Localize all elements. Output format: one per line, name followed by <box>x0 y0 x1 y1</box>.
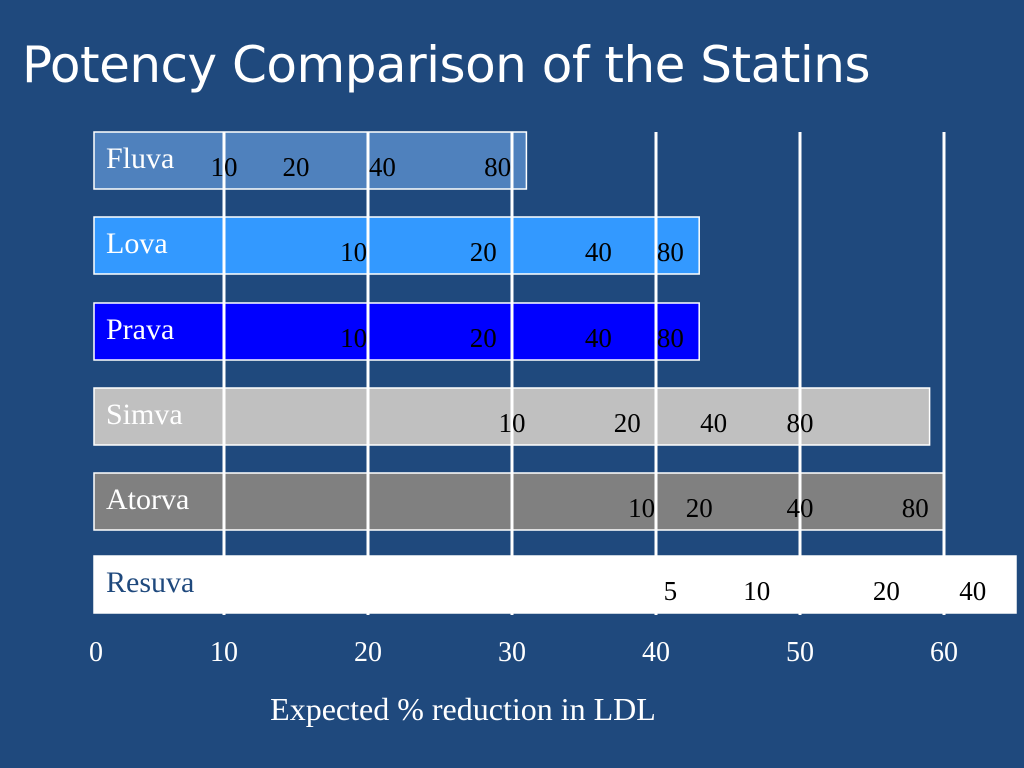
bars-layer <box>93 131 1017 614</box>
dose-label-atorva-40: 40 <box>787 493 814 523</box>
bar-resuva <box>93 555 1017 614</box>
dose-label-prava-10: 10 <box>340 323 367 353</box>
dose-label-fluva-40: 40 <box>369 152 396 182</box>
dose-label-resuva-40: 40 <box>959 576 986 606</box>
bar-fluva <box>93 131 528 190</box>
dose-label-lova-20: 20 <box>470 237 497 267</box>
dose-label-fluva-10: 10 <box>211 152 238 182</box>
dose-label-resuva-5: 5 <box>664 576 678 606</box>
dose-label-simva-80: 80 <box>787 408 814 438</box>
bar-label-atorva: Atorva <box>106 483 189 516</box>
dose-label-lova-10: 10 <box>340 237 367 267</box>
dose-label-fluva-20: 20 <box>283 152 310 182</box>
x-axis: 0 10 20 30 40 50 60 <box>89 637 958 668</box>
bar-label-simva: Simva <box>106 398 183 431</box>
page-title: Potency Comparison of the Statins <box>22 36 871 94</box>
x-tick-50: 50 <box>786 637 814 668</box>
gridlines-layer <box>222 132 946 615</box>
bar-prava <box>93 302 700 361</box>
bar-lova <box>93 216 700 275</box>
bar-atorva <box>93 472 945 531</box>
x-tick-30: 30 <box>498 637 526 668</box>
dose-label-prava-40: 40 <box>585 323 612 353</box>
bar-label-resuva: Resuva <box>106 566 194 599</box>
x-tick-0: 0 <box>89 637 103 668</box>
dose-label-lova-40: 40 <box>585 237 612 267</box>
x-tick-10: 10 <box>210 637 238 668</box>
bar-label-prava: Prava <box>106 313 174 346</box>
dose-label-simva-40: 40 <box>700 408 727 438</box>
dose-label-prava-80: 80 <box>657 323 684 353</box>
x-tick-60: 60 <box>930 637 958 668</box>
dose-label-atorva-10: 10 <box>628 493 655 523</box>
x-tick-40: 40 <box>642 637 670 668</box>
x-axis-label: Expected % reduction in LDL <box>270 691 656 727</box>
dose-label-simva-20: 20 <box>614 408 641 438</box>
bar-label-fluva: Fluva <box>106 142 174 175</box>
dose-label-fluva-80: 80 <box>484 152 511 182</box>
bar-label-lova: Lova <box>106 227 168 260</box>
dose-label-prava-20: 20 <box>470 323 497 353</box>
labels-layer: Fluva 10 20 40 80 Lova 10 20 40 80 Prava 10 20 40 80 Si… <box>106 142 986 606</box>
x-tick-20: 20 <box>354 637 382 668</box>
dose-label-atorva-20: 20 <box>686 493 713 523</box>
dose-label-simva-10: 10 <box>499 408 526 438</box>
dose-label-atorva-80: 80 <box>902 493 929 523</box>
dose-label-resuva-20: 20 <box>873 576 900 606</box>
dose-label-lova-80: 80 <box>657 237 684 267</box>
dose-label-resuva-10: 10 <box>743 576 770 606</box>
